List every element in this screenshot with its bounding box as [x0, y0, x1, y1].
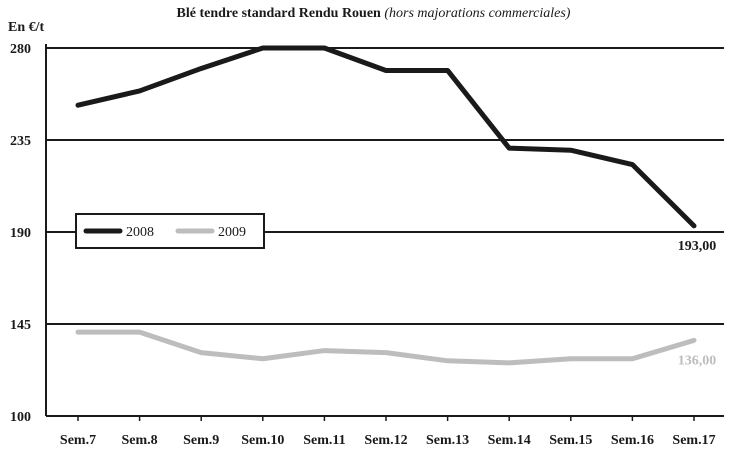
x-tick-label-Sem.9: Sem.9: [183, 433, 219, 448]
legend-label-2009: 2009: [218, 225, 246, 240]
chart-subtitle: (hors majorations commerciales): [384, 6, 571, 21]
x-tick-label-Sem.10: Sem.10: [241, 433, 284, 448]
x-tick-label-Sem.11: Sem.11: [303, 433, 345, 448]
chart-title: Blé tendre standard Rendu Rouen (hors ma…: [0, 6, 747, 22]
x-tick-label-Sem.17: Sem.17: [672, 433, 715, 448]
y-axis-unit-label: En €/t: [8, 20, 45, 35]
end-label-2008: 193,00: [678, 239, 717, 254]
x-tick-label-Sem.13: Sem.13: [426, 433, 469, 448]
y-tick-label-190: 190: [10, 226, 31, 241]
x-tick-label-Sem.8: Sem.8: [122, 433, 158, 448]
chart-title-main: Blé tendre standard Rendu Rouen: [176, 6, 381, 21]
y-tick-label-280: 280: [10, 42, 31, 57]
x-tick-label-Sem.15: Sem.15: [549, 433, 592, 448]
series-line-2009: [75, 329, 697, 366]
y-tick-label-100: 100: [10, 410, 31, 425]
legend-label-2008: 2008: [126, 225, 154, 240]
series-line-2008: [75, 45, 697, 229]
x-tick-label-Sem.7: Sem.7: [60, 433, 96, 448]
x-tick-label-Sem.14: Sem.14: [488, 433, 531, 448]
x-tick-label-Sem.16: Sem.16: [611, 433, 654, 448]
y-tick-label-145: 145: [10, 318, 31, 333]
end-label-2009: 136,00: [678, 353, 717, 368]
y-tick-label-235: 235: [10, 134, 31, 149]
x-tick-label-Sem.12: Sem.12: [364, 433, 407, 448]
